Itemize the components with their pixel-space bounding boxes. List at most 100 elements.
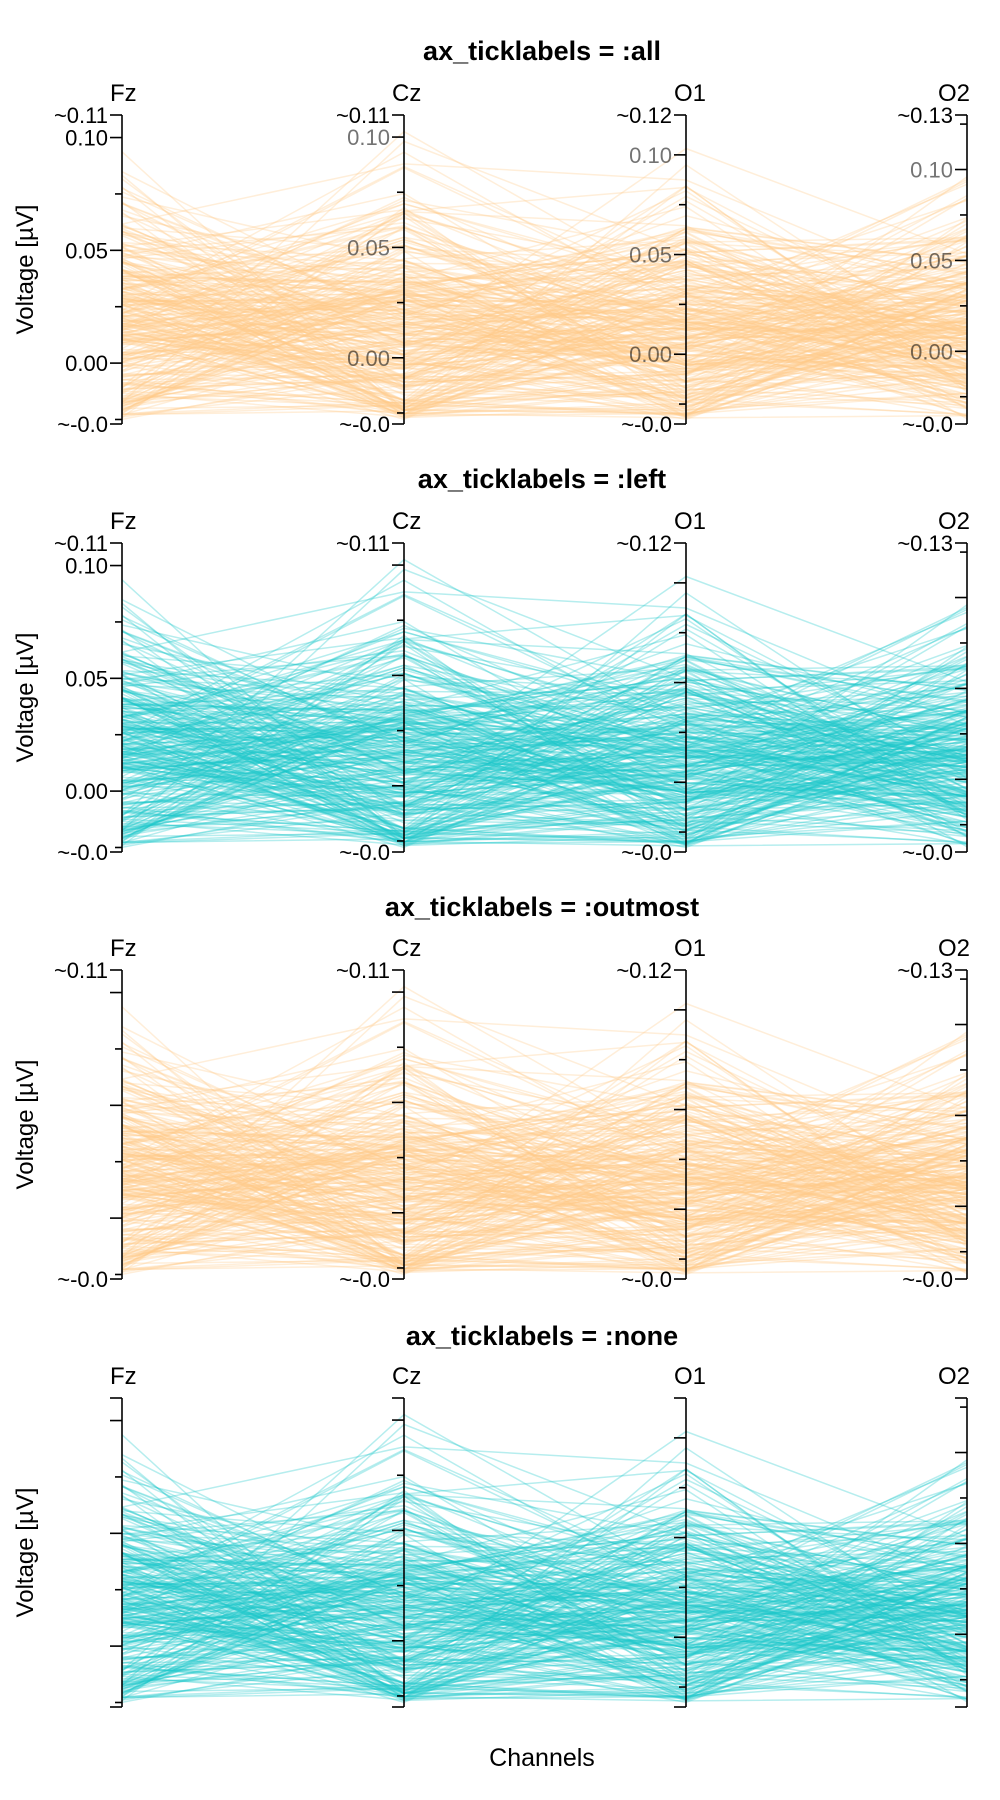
series-line (121, 1566, 968, 1686)
series-line (121, 749, 968, 845)
series-line (121, 1582, 968, 1650)
series-line (121, 241, 968, 358)
series-line (121, 1052, 968, 1219)
series-line (121, 619, 968, 759)
series-line (121, 275, 968, 406)
series-line (121, 290, 968, 356)
series-line (121, 335, 968, 400)
series-line (121, 688, 968, 817)
series-line (121, 1081, 968, 1192)
series-line (121, 1083, 968, 1199)
series-line (121, 261, 968, 397)
series-line (121, 1560, 968, 1631)
series-line (121, 687, 968, 832)
series-line (121, 333, 968, 403)
range-label-bottom: ~-0.0 (339, 1267, 390, 1292)
series-lines (121, 130, 968, 421)
series-line (121, 1591, 968, 1656)
series-line (121, 680, 968, 818)
series-line (121, 1176, 968, 1218)
range-label-bottom: ~-0.0 (902, 1267, 953, 1292)
series-line (121, 1522, 968, 1638)
series-line (121, 210, 968, 361)
series-line (121, 1047, 968, 1218)
series-line (121, 236, 968, 384)
series-line (121, 1137, 968, 1267)
series-line (121, 697, 968, 810)
series-line (121, 1542, 968, 1671)
series-line (121, 693, 968, 728)
series-line (121, 247, 968, 370)
series-line (121, 1157, 968, 1223)
series-line (121, 1124, 968, 1191)
series-line (121, 1575, 968, 1660)
series-line (121, 712, 968, 746)
series-line (121, 1469, 968, 1695)
series-line (121, 694, 968, 767)
series-line (121, 1548, 968, 1698)
range-label-bottom: ~-0.0 (57, 840, 108, 865)
series-line (121, 221, 968, 338)
panel-none: ax_ticklabels = :none Fz Cz O1 O2 Voltage [µV… (12, 1321, 970, 1708)
series-line (121, 690, 968, 800)
series-line (121, 1521, 968, 1698)
series-line (121, 1521, 968, 1646)
series-line (121, 1423, 968, 1688)
series-line (121, 1110, 968, 1249)
series-line (121, 309, 968, 342)
series-line (121, 1182, 968, 1234)
channel-label: O2 (938, 935, 970, 962)
series-line (121, 611, 968, 806)
series-line (121, 321, 968, 363)
series-line (121, 1093, 968, 1270)
series-line (121, 678, 968, 846)
series-line (121, 1587, 968, 1700)
series-line (121, 667, 968, 783)
series-line (121, 682, 968, 754)
series-line (121, 1532, 968, 1650)
range-label-bottom: ~-0.0 (621, 412, 672, 437)
series-line (121, 202, 968, 371)
series-line (121, 256, 968, 332)
series-line (121, 1569, 968, 1657)
series-line (121, 1102, 968, 1225)
series-line (121, 698, 968, 829)
series-line (121, 613, 968, 829)
series-line (121, 257, 968, 366)
series-line (121, 1579, 968, 1699)
series-line (121, 1163, 968, 1265)
series-line (121, 1188, 968, 1238)
series-line (121, 1529, 968, 1698)
series-line (121, 262, 968, 326)
series-line (121, 1568, 968, 1665)
series-line (121, 292, 968, 421)
series-line (121, 1559, 968, 1652)
series-line (121, 1118, 968, 1223)
series-line (121, 1180, 968, 1271)
series-line (121, 1530, 968, 1653)
series-line (121, 558, 968, 817)
series-line (121, 1117, 968, 1227)
series-line (121, 1616, 968, 1666)
series-line (121, 297, 968, 410)
range-label-bottom: ~-0.0 (57, 412, 108, 437)
series-line (121, 723, 968, 816)
series-line (121, 296, 968, 416)
series-line (121, 196, 968, 332)
series-line (121, 1147, 968, 1268)
series-line (121, 1590, 968, 1688)
series-line (121, 1517, 968, 1697)
series-line (121, 311, 968, 419)
series-line (121, 1124, 968, 1262)
series-line (121, 1156, 968, 1264)
series-line (121, 263, 968, 378)
series-line (121, 231, 968, 376)
series-line (121, 249, 968, 367)
series-line (121, 231, 968, 385)
series-line (121, 677, 968, 830)
series-line (121, 1550, 968, 1624)
series-line (121, 736, 968, 801)
series-line (121, 676, 968, 807)
x-axis-label: Channels (489, 1744, 595, 1772)
series-line (121, 259, 968, 404)
